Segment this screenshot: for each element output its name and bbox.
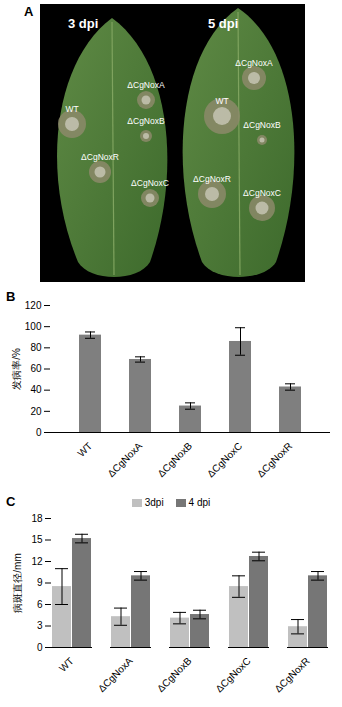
svg-text:WT: WT (215, 96, 228, 106)
svg-text:0: 0 (36, 427, 42, 438)
svg-text:ΔCgNoxA: ΔCgNoxA (235, 58, 273, 68)
svg-text:0: 0 (37, 642, 43, 653)
svg-text:15: 15 (31, 534, 43, 545)
svg-text:5 dpi: 5 dpi (208, 16, 238, 31)
svg-text:18: 18 (31, 513, 43, 524)
svg-text:ΔCgNoxR: ΔCgNoxR (81, 152, 119, 162)
svg-text:100: 100 (25, 321, 42, 332)
svg-text:ΔCgNoxA: ΔCgNoxA (96, 655, 135, 694)
svg-text:ΔCgNoxB: ΔCgNoxB (127, 116, 165, 126)
svg-text:ΔCgNoxA: ΔCgNoxA (127, 80, 165, 90)
svg-text:ΔCgNoxC: ΔCgNoxC (243, 188, 281, 198)
svg-text:ΔCgNoxR: ΔCgNoxR (255, 440, 294, 479)
svg-text:ΔCgNoxC: ΔCgNoxC (205, 440, 244, 479)
svg-text:9: 9 (37, 577, 43, 588)
svg-text:WT: WT (57, 655, 76, 674)
html-text:3dpi: 3dpi (144, 497, 164, 508)
svg-text:6: 6 (37, 599, 43, 610)
html-text:B: B (6, 289, 16, 304)
svg-text:3 dpi: 3 dpi (68, 16, 98, 31)
svg-text:3: 3 (37, 620, 43, 631)
svg-text:60: 60 (30, 363, 42, 374)
svg-text:ΔCgNoxB: ΔCgNoxB (155, 440, 194, 479)
svg-text:12: 12 (31, 556, 43, 567)
svg-text:80: 80 (30, 342, 42, 353)
html-text:A: A (24, 4, 34, 19)
svg-text:发病率/%: 发病率/% (11, 348, 22, 390)
svg-text:20: 20 (30, 406, 42, 417)
svg-text:ΔCgNoxB: ΔCgNoxB (155, 655, 194, 694)
svg-text:120: 120 (25, 300, 42, 311)
svg-text:ΔCgNoxR: ΔCgNoxR (193, 174, 231, 184)
svg-text:ΔCgNoxB: ΔCgNoxB (243, 120, 281, 130)
svg-text:ΔCgNoxC: ΔCgNoxC (131, 178, 169, 188)
svg-text:ΔCgNoxR: ΔCgNoxR (272, 655, 311, 694)
html-text:C: C (6, 494, 16, 509)
svg-text:ΔCgNoxC: ΔCgNoxC (213, 655, 252, 694)
html-text:4 dpi: 4 dpi (188, 497, 211, 508)
svg-text:WT: WT (75, 440, 94, 459)
svg-text:40: 40 (30, 384, 42, 395)
svg-text:病斑直径/mm: 病斑直径/mm (12, 553, 23, 612)
svg-text:ΔCgNoxA: ΔCgNoxA (105, 440, 144, 479)
svg-text:WT: WT (65, 104, 78, 114)
